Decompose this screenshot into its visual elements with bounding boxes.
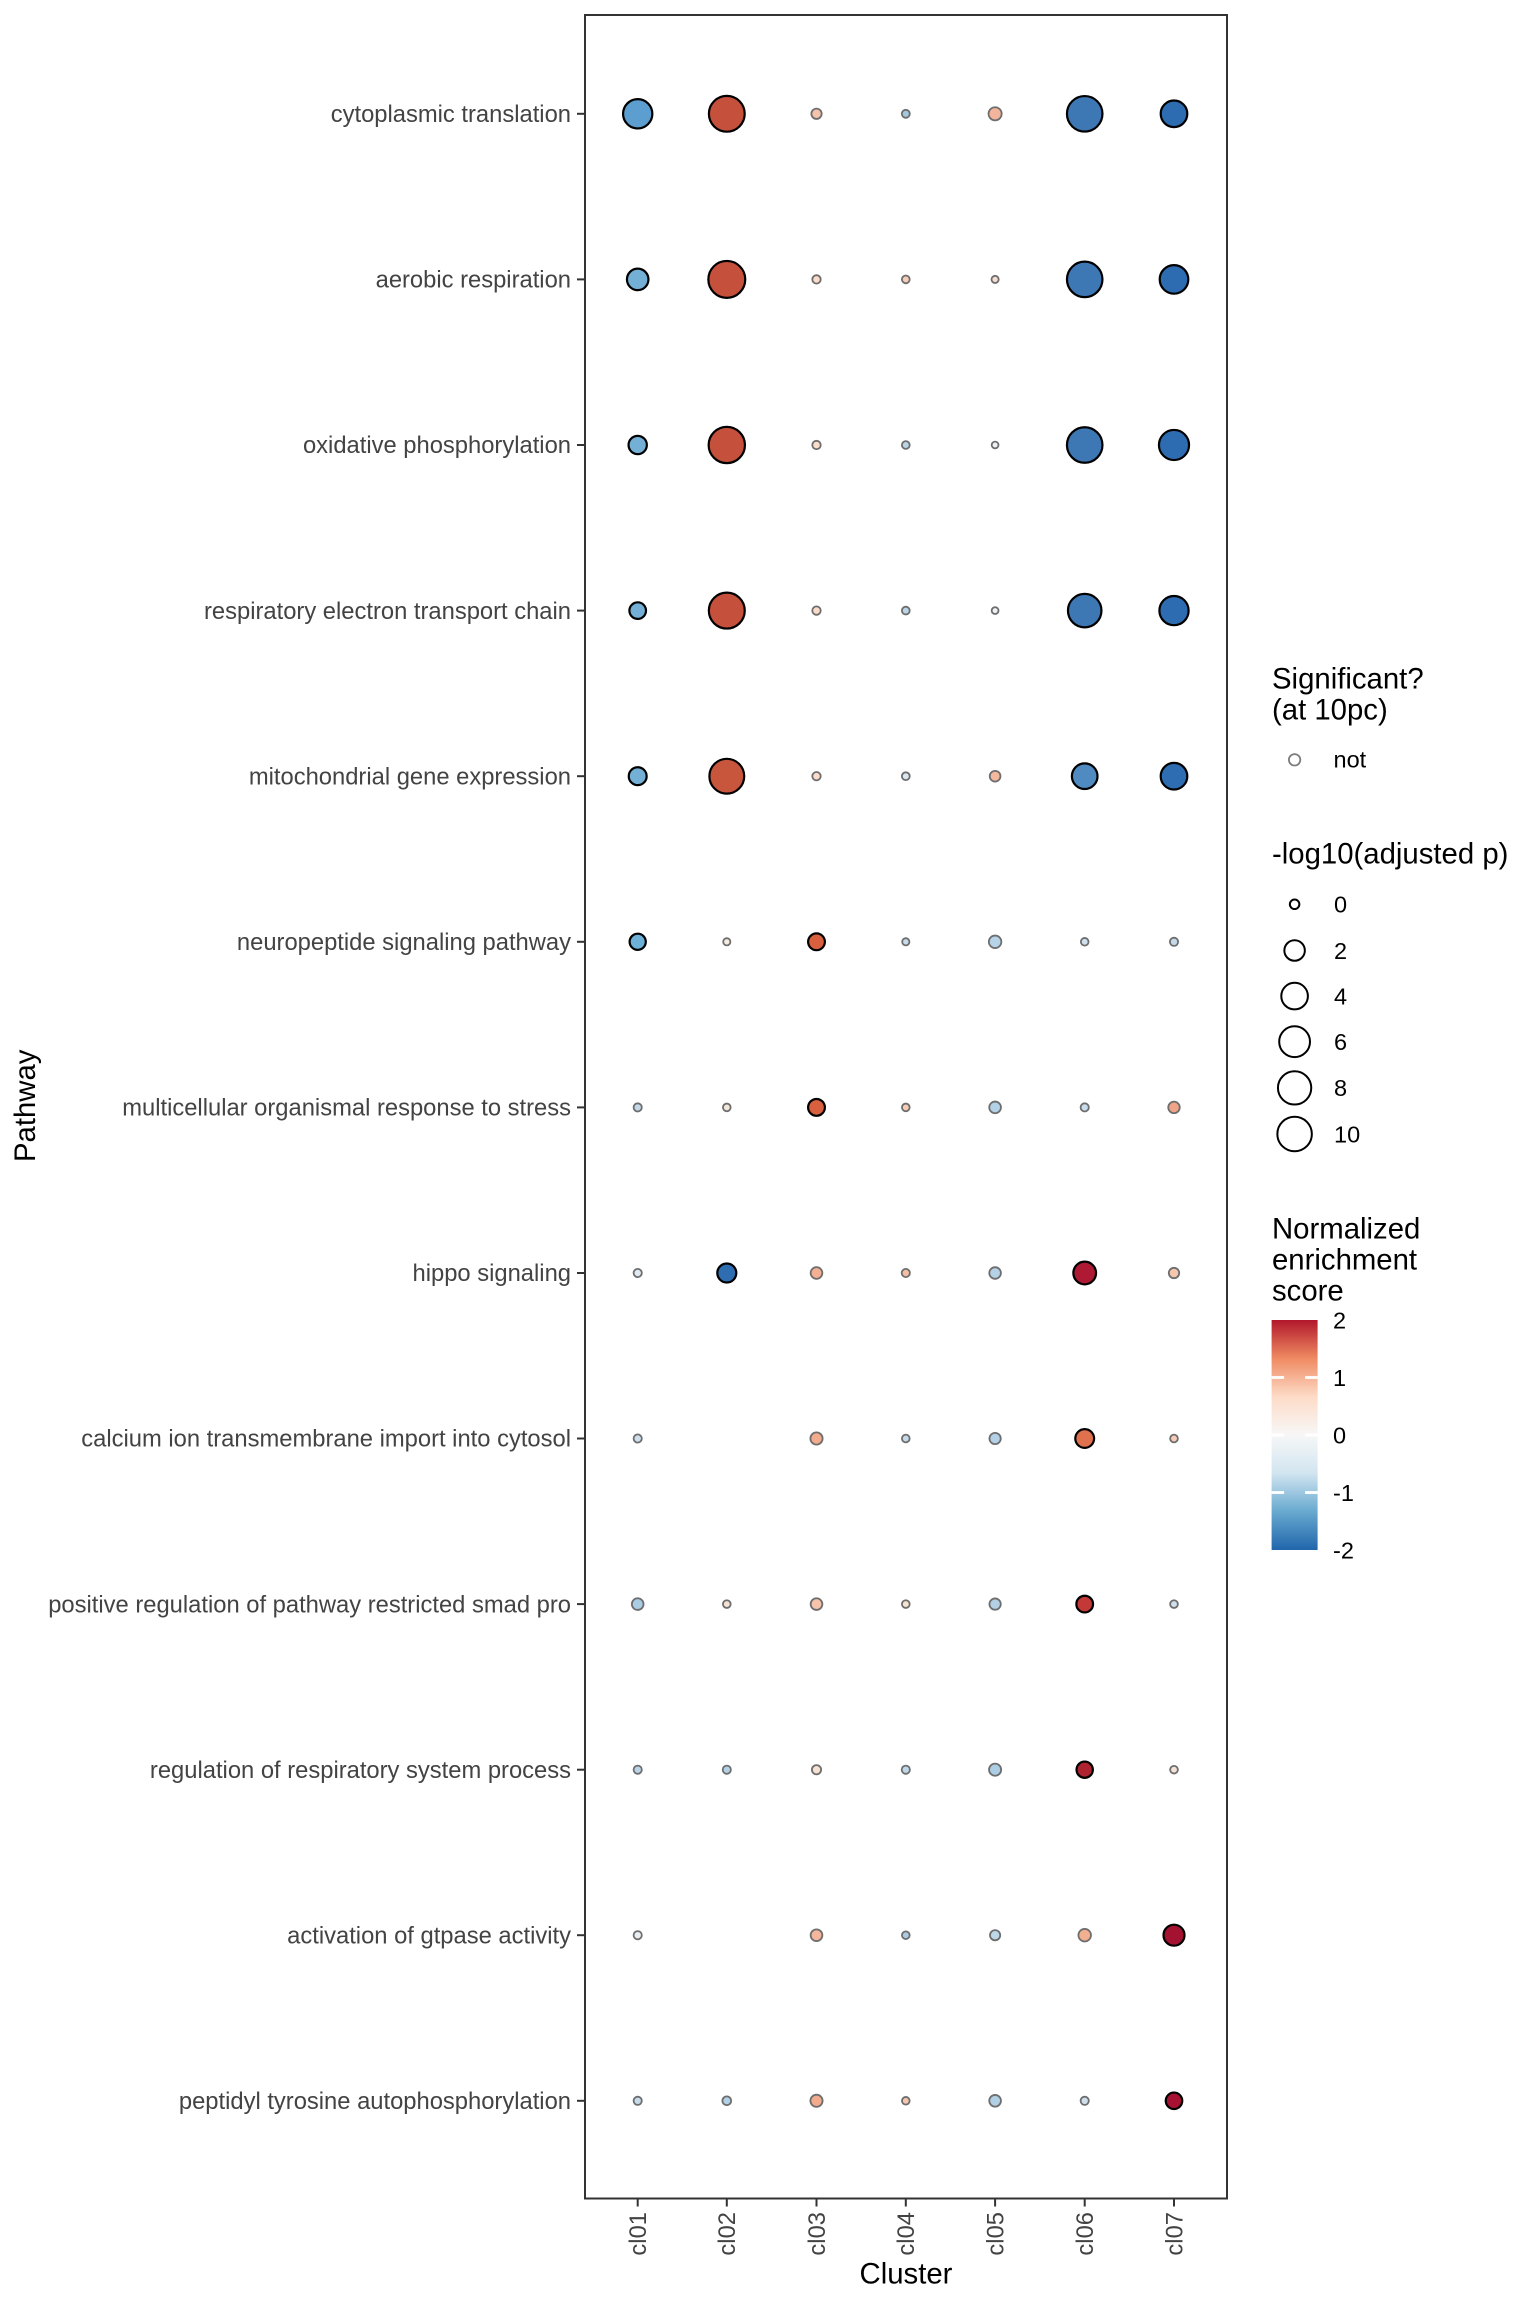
- svg-text:activation of gtpase activity: activation of gtpase activity: [287, 1922, 571, 1949]
- svg-text:2: 2: [1334, 938, 1347, 964]
- svg-text:respiratory electron transport: respiratory electron transport chain: [204, 598, 571, 625]
- svg-text:Normalized: Normalized: [1272, 1213, 1420, 1246]
- svg-text:aerobic respiration: aerobic respiration: [376, 267, 571, 294]
- svg-text:2: 2: [1333, 1307, 1346, 1333]
- svg-text:not: not: [1334, 747, 1367, 773]
- svg-text:hippo signaling: hippo signaling: [413, 1260, 571, 1287]
- svg-text:-1: -1: [1333, 1480, 1354, 1506]
- svg-text:regulation of respiratory syst: regulation of respiratory system process: [150, 1757, 571, 1784]
- svg-text:Pathway: Pathway: [9, 1049, 42, 1162]
- svg-text:multicellular organismal respo: multicellular organismal response to str…: [122, 1095, 571, 1122]
- svg-text:cl05: cl05: [983, 2212, 1010, 2256]
- svg-text:4: 4: [1334, 983, 1347, 1009]
- svg-text:enrichment: enrichment: [1272, 1243, 1417, 1276]
- svg-text:neuropeptide signaling pathway: neuropeptide signaling pathway: [237, 929, 571, 956]
- svg-text:oxidative phosphorylation: oxidative phosphorylation: [303, 432, 571, 459]
- svg-text:cl07: cl07: [1161, 2212, 1188, 2256]
- svg-text:cl04: cl04: [893, 2212, 920, 2256]
- svg-text:10: 10: [1334, 1121, 1360, 1147]
- svg-text:cl02: cl02: [714, 2212, 741, 2256]
- svg-text:cl03: cl03: [804, 2212, 831, 2256]
- svg-text:peptidyl tyrosine autophosphor: peptidyl tyrosine autophosphorylation: [179, 2088, 571, 2115]
- svg-text:0: 0: [1334, 892, 1347, 918]
- svg-text:Significant?: Significant?: [1272, 663, 1424, 696]
- svg-text:-log10(adjusted p): -log10(adjusted p): [1272, 838, 1508, 871]
- svg-text:Cluster: Cluster: [860, 2258, 953, 2291]
- svg-text:8: 8: [1334, 1075, 1347, 1101]
- svg-text:cytoplasmic translation: cytoplasmic translation: [331, 101, 571, 128]
- svg-text:1: 1: [1333, 1365, 1346, 1391]
- svg-text:cl06: cl06: [1072, 2212, 1099, 2256]
- svg-text:calcium ion transmembrane impo: calcium ion transmembrane import into cy…: [81, 1426, 571, 1453]
- svg-text:-2: -2: [1333, 1537, 1354, 1563]
- svg-text:(at 10pc): (at 10pc): [1272, 693, 1388, 726]
- svg-text:score: score: [1272, 1274, 1344, 1307]
- svg-text:positive regulation of pathway: positive regulation of pathway restricte…: [48, 1591, 571, 1618]
- svg-text:6: 6: [1334, 1029, 1347, 1055]
- svg-text:0: 0: [1333, 1422, 1346, 1448]
- svg-text:cl01: cl01: [625, 2212, 652, 2256]
- svg-text:mitochondrial gene expression: mitochondrial gene expression: [249, 763, 571, 790]
